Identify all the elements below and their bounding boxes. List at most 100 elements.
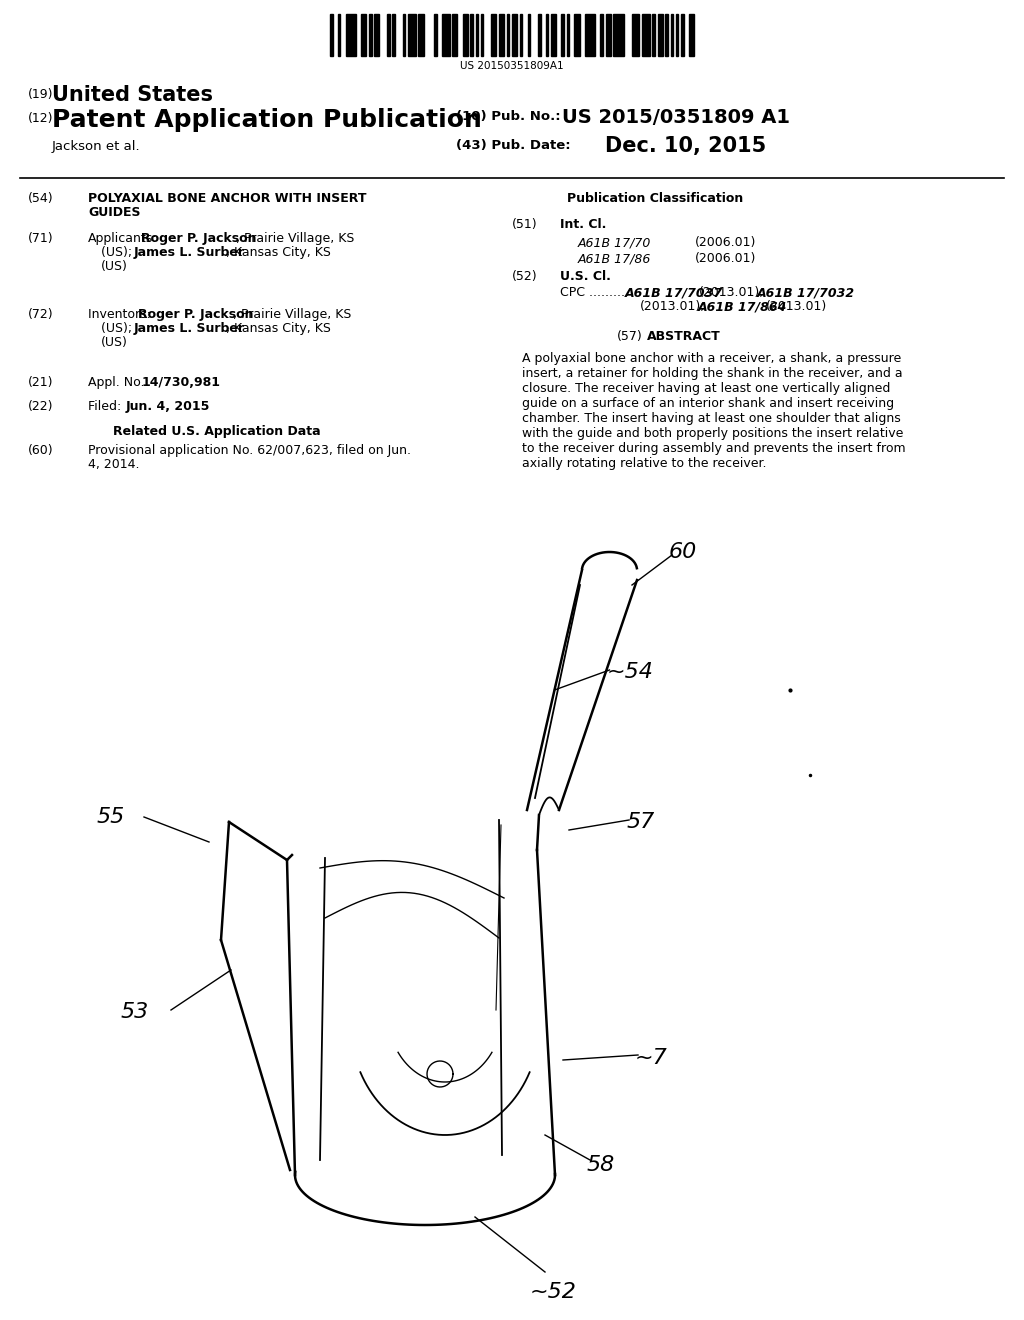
Text: (57): (57) <box>617 330 643 343</box>
Text: GUIDES: GUIDES <box>88 206 140 219</box>
Bar <box>689 15 694 55</box>
Bar <box>676 15 679 55</box>
Text: POLYAXIAL BONE ANCHOR WITH INSERT: POLYAXIAL BONE ANCHOR WITH INSERT <box>88 191 367 205</box>
Text: Applicants:: Applicants: <box>88 232 158 246</box>
Text: 57: 57 <box>627 812 655 832</box>
Bar <box>538 15 541 55</box>
Text: , Kansas City, KS: , Kansas City, KS <box>226 322 331 335</box>
Text: Int. Cl.: Int. Cl. <box>560 218 606 231</box>
Bar <box>434 15 436 55</box>
Text: US 2015/0351809 A1: US 2015/0351809 A1 <box>562 108 790 127</box>
Text: A61B 17/86: A61B 17/86 <box>578 252 651 265</box>
Text: (52): (52) <box>512 271 538 282</box>
Text: (2013.01);: (2013.01); <box>699 286 765 300</box>
Bar <box>441 15 450 55</box>
Bar <box>527 15 530 55</box>
Bar <box>546 15 549 55</box>
Text: (US): (US) <box>101 260 128 273</box>
Bar <box>681 15 684 55</box>
Bar <box>361 15 367 55</box>
Text: 55: 55 <box>97 807 125 828</box>
Text: (2013.01);: (2013.01); <box>640 300 706 313</box>
Text: 14/730,981: 14/730,981 <box>142 376 221 389</box>
Bar <box>512 15 517 55</box>
Bar <box>520 15 522 55</box>
Bar <box>346 15 356 55</box>
Text: ~52: ~52 <box>530 1282 577 1302</box>
Text: 4, 2014.: 4, 2014. <box>88 458 139 471</box>
Text: (12): (12) <box>28 112 53 125</box>
Bar <box>338 15 340 55</box>
Text: Patent Application Publication: Patent Application Publication <box>52 108 482 132</box>
Text: Appl. No.:: Appl. No.: <box>88 376 148 389</box>
Text: A61B 17/7037: A61B 17/7037 <box>625 286 723 300</box>
Bar <box>613 15 624 55</box>
Text: ~7: ~7 <box>635 1048 668 1068</box>
Text: A61B 17/7032: A61B 17/7032 <box>757 286 855 300</box>
Bar <box>402 15 406 55</box>
Text: A61B 17/70: A61B 17/70 <box>578 236 651 249</box>
Bar <box>666 15 668 55</box>
Bar <box>463 15 468 55</box>
Text: (US);: (US); <box>101 246 136 259</box>
Text: (US);: (US); <box>101 322 136 335</box>
Text: Provisional application No. 62/007,623, filed on Jun.: Provisional application No. 62/007,623, … <box>88 444 411 457</box>
Text: US 20150351809A1: US 20150351809A1 <box>460 61 564 71</box>
Text: Jackson et al.: Jackson et al. <box>52 140 140 153</box>
Text: (US): (US) <box>101 337 128 348</box>
Bar <box>574 15 580 55</box>
Text: (54): (54) <box>28 191 53 205</box>
Text: Filed:: Filed: <box>88 400 150 413</box>
Bar <box>481 15 483 55</box>
Bar <box>671 15 673 55</box>
Text: , Kansas City, KS: , Kansas City, KS <box>226 246 331 259</box>
Text: 53: 53 <box>121 1002 150 1022</box>
Text: (22): (22) <box>28 400 53 413</box>
Bar <box>632 15 639 55</box>
Text: , Prairie Village, KS: , Prairie Village, KS <box>233 308 351 321</box>
Text: Dec. 10, 2015: Dec. 10, 2015 <box>605 136 766 156</box>
Bar <box>657 15 663 55</box>
Bar <box>605 15 610 55</box>
Bar <box>600 15 603 55</box>
Text: (2006.01): (2006.01) <box>695 236 757 249</box>
Text: A61B 17/864: A61B 17/864 <box>698 300 787 313</box>
Bar <box>392 15 395 55</box>
Bar <box>642 15 650 55</box>
Text: CPC ..........: CPC .......... <box>560 286 629 300</box>
Bar <box>330 15 333 55</box>
Text: (2013.01): (2013.01) <box>766 300 827 313</box>
Bar <box>387 15 390 55</box>
Text: James L. Surber: James L. Surber <box>134 322 245 335</box>
Text: (51): (51) <box>512 218 538 231</box>
Bar <box>551 15 556 55</box>
Text: Inventors:: Inventors: <box>88 308 159 321</box>
Bar <box>492 15 497 55</box>
Text: (72): (72) <box>28 308 53 321</box>
Text: 60: 60 <box>669 543 697 562</box>
Bar <box>369 15 372 55</box>
Bar <box>374 15 380 55</box>
Bar <box>507 15 509 55</box>
Text: (71): (71) <box>28 232 53 246</box>
Bar <box>470 15 473 55</box>
Text: (21): (21) <box>28 376 53 389</box>
Text: (2006.01): (2006.01) <box>695 252 757 265</box>
Text: Jun. 4, 2015: Jun. 4, 2015 <box>126 400 210 413</box>
Bar <box>652 15 655 55</box>
Text: Related U.S. Application Data: Related U.S. Application Data <box>113 425 321 438</box>
Text: Publication Classification: Publication Classification <box>567 191 743 205</box>
Bar <box>453 15 458 55</box>
Bar <box>499 15 504 55</box>
Text: Roger P. Jackson: Roger P. Jackson <box>138 308 254 321</box>
Bar <box>585 15 595 55</box>
Text: 58: 58 <box>587 1155 615 1175</box>
Bar <box>408 15 416 55</box>
Bar <box>566 15 569 55</box>
Text: James L. Surber: James L. Surber <box>134 246 245 259</box>
Text: (19): (19) <box>28 88 53 102</box>
Text: (43) Pub. Date:: (43) Pub. Date: <box>456 139 570 152</box>
Text: United States: United States <box>52 84 213 106</box>
Text: A polyaxial bone anchor with a receiver, a shank, a pressure
insert, a retainer : A polyaxial bone anchor with a receiver,… <box>522 352 905 470</box>
Text: (10) Pub. No.:: (10) Pub. No.: <box>456 110 560 123</box>
